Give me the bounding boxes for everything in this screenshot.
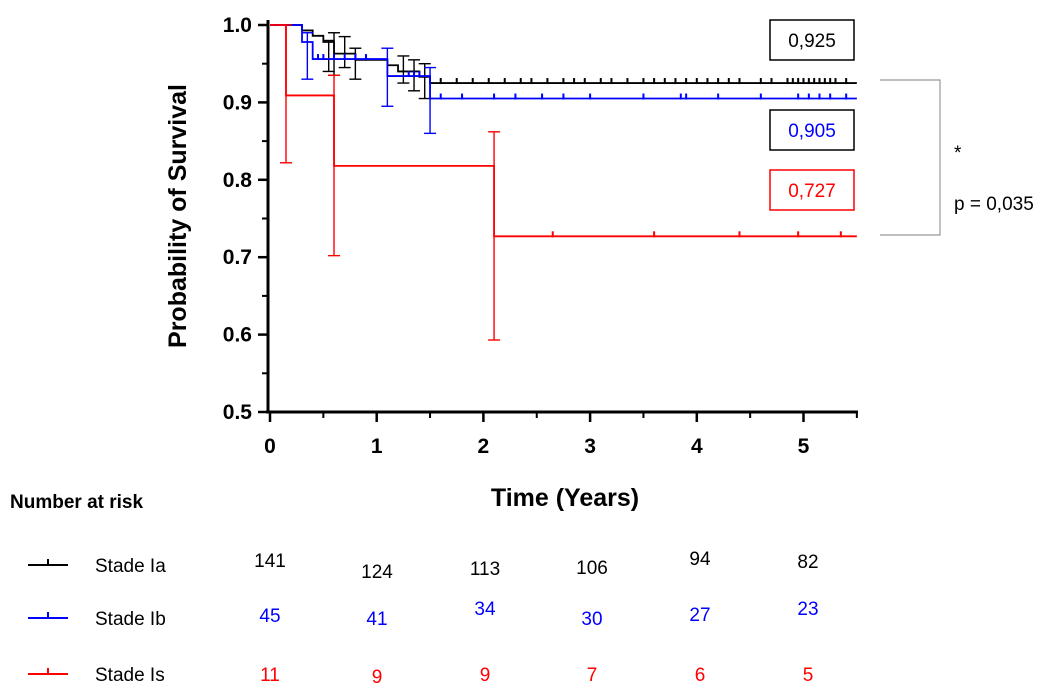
risk-count: 82 xyxy=(797,552,818,573)
x-tick-label: 2 xyxy=(478,435,490,458)
risk-row-label: Stade Is xyxy=(95,665,165,686)
end-value-is: 0,727 xyxy=(769,169,855,211)
x-tick-label: 1 xyxy=(371,435,383,458)
risk-count: 27 xyxy=(689,605,710,626)
risk-count: 11 xyxy=(260,665,280,686)
y-tick-label: 0.5 xyxy=(223,401,253,424)
survival-curve xyxy=(270,24,857,84)
significance-bracket: * p = 0,035 xyxy=(880,79,1034,236)
risk-table-title: Number at risk xyxy=(10,492,143,513)
risk-count: 124 xyxy=(361,562,393,583)
y-tick-label: 1.0 xyxy=(223,14,252,37)
significance-star: * xyxy=(954,143,962,164)
end-value-is-text: 0,727 xyxy=(788,181,836,202)
survival-curve xyxy=(270,24,857,238)
risk-count: 9 xyxy=(480,665,491,686)
risk-count: 23 xyxy=(797,599,818,620)
end-value-ib-box xyxy=(769,109,855,151)
series-0 xyxy=(270,24,857,100)
y-tick-label: 0.7 xyxy=(223,246,252,269)
risk-count: 94 xyxy=(689,549,711,570)
risk-count: 141 xyxy=(254,551,286,572)
risk-count: 113 xyxy=(470,559,500,580)
risk-table-rows: Stade Ia 141 124 113 106 94 82 Stade Ib 45 41 34 30… xyxy=(28,549,819,688)
risk-count: 41 xyxy=(366,609,387,630)
x-tick-label: 3 xyxy=(584,435,596,458)
risk-count: 5 xyxy=(803,665,814,686)
x-ticks: 0 1 2 3 4 5 xyxy=(264,412,858,458)
risk-count: 30 xyxy=(581,609,602,630)
x-tick-label: 4 xyxy=(691,435,703,458)
y-axis-title: Probability of Survival xyxy=(164,84,192,348)
risk-count: 7 xyxy=(587,665,598,686)
y-tick-label: 0.8 xyxy=(223,169,253,192)
risk-count: 106 xyxy=(576,558,608,579)
bracket-line xyxy=(880,79,941,236)
x-axis-title: Time (Years) xyxy=(491,484,639,512)
y-tick-label: 0.9 xyxy=(223,91,252,114)
series-1 xyxy=(270,24,857,135)
x-tick-label: 0 xyxy=(264,435,276,458)
p-value: p = 0,035 xyxy=(954,194,1034,215)
end-value-ib: 0,905 xyxy=(769,109,855,151)
survival-curve xyxy=(270,24,857,100)
end-value-ia-text: 0,925 xyxy=(788,31,836,52)
risk-row-label: Stade Ib xyxy=(95,609,166,630)
risk-count: 6 xyxy=(695,665,706,686)
risk-row-label: Stade Ia xyxy=(95,556,166,577)
risk-count: 34 xyxy=(474,599,496,620)
risk-count: 9 xyxy=(372,667,383,688)
risk-count: 45 xyxy=(259,606,280,627)
end-value-ia: 0,925 xyxy=(769,19,855,61)
end-value-ib-text: 0,905 xyxy=(788,121,836,142)
y-ticks: 0.5 0.6 0.7 0.8 0.9 1.0 xyxy=(223,14,268,424)
end-value-ia-box xyxy=(769,19,855,61)
y-tick-label: 0.6 xyxy=(223,324,252,347)
series-layer xyxy=(270,24,857,341)
end-value-is-box xyxy=(769,169,855,211)
x-tick-label: 5 xyxy=(798,435,810,458)
series-2 xyxy=(270,24,857,341)
